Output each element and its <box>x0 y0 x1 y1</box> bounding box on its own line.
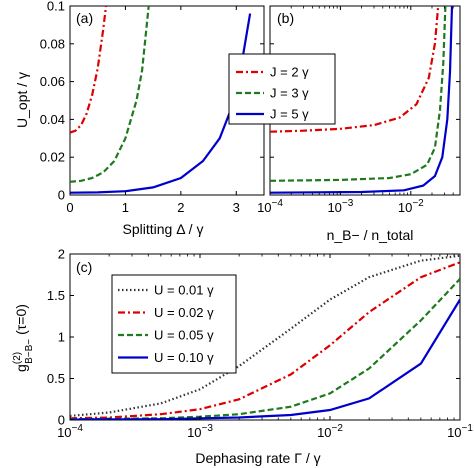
panel-b: 10−4 10−3 10−2 (b) n_B− / n_total <box>257 5 461 243</box>
panel-a-ytick-label: 0.08 <box>40 36 65 51</box>
panel-b-xtick-label: 10−4 <box>257 198 283 215</box>
panel-c: 10−4 10−3 10−2 10−100.511.52 (c) Dephasing … <box>12 247 473 467</box>
panel-a-xtick-label: 3 <box>233 200 240 215</box>
svg-text:g(2)B−B−(τ=0): g(2)B−B− (τ=0) <box>12 304 35 372</box>
legend-top: J = 2 γ J = 3 γ J = 5 γ <box>228 53 336 125</box>
panel-a: 0 1 2 3 0 0.02 0.04 0.06 0.08 0.1 (a) Splitting Δ… <box>14 0 265 237</box>
panel-c-ylabel-main: g <box>13 364 29 372</box>
panel-b-series-2-line <box>270 6 454 194</box>
panel-c-xtick-label: 10−2 <box>317 423 343 440</box>
panel-c-ylabel-sub: B−B− <box>24 339 35 364</box>
panel-b-label: (b) <box>277 10 294 26</box>
legend-top-box <box>228 53 336 125</box>
panel-b-xtick-label: 10−3 <box>327 198 353 215</box>
legend-bottom-items: U = 0.01 γ U = 0.02 γ U = 0.05 γ U = 0.10 γ <box>118 283 214 365</box>
panel-c-ytick-label: 1 <box>58 330 65 345</box>
panel-c-ytick-label: 2 <box>58 247 65 262</box>
panel-c-ticks: 10−4 10−3 10−2 10−100.511.52 <box>47 247 473 441</box>
panel-a-ytick-label: 0.04 <box>40 112 65 127</box>
panel-c-ytick-label: 1.5 <box>47 288 65 303</box>
legend-entry: J = 3 γ <box>270 86 309 101</box>
legend-entry: J = 5 γ <box>270 107 309 122</box>
panel-a-ytick-label: 0.06 <box>40 74 65 89</box>
panel-b-xtick-label: 10−2 <box>398 198 424 215</box>
panel-b-series-0-line <box>270 6 440 133</box>
panel-a-ytick-label: 0 <box>58 188 65 203</box>
panel-b-series-1-line <box>270 6 447 182</box>
panel-a-xtick-label: 2 <box>177 200 184 215</box>
panel-a-series-1-line <box>70 6 150 183</box>
panel-b-series <box>270 6 454 194</box>
panel-a-xtick-label: 1 <box>122 200 129 215</box>
panel-c-ytick-label: 0 <box>58 413 65 428</box>
panel-c-ylabel: g(2)B−B− (τ=0) <box>12 304 35 372</box>
panel-a-xtick-label: 0 <box>66 200 73 215</box>
panel-a-series-2-line <box>70 13 252 194</box>
panel-c-ylabel-sup: (2) <box>12 352 23 364</box>
legend-entry: U = 0.01 γ <box>154 283 214 298</box>
legend-entry: U = 0.02 γ <box>154 305 214 320</box>
panel-a-label: (a) <box>76 10 93 26</box>
legend-top-items: J = 2 γ J = 3 γ J = 5 γ <box>236 65 309 122</box>
panel-c-ytick-label: 0.5 <box>47 371 65 386</box>
panel-a-series-0-line <box>70 6 108 134</box>
legend-entry: U = 0.05 γ <box>154 328 214 343</box>
panel-c-xtick-label: 10−3 <box>187 423 213 440</box>
panel-a-xlabel: Splitting Δ / γ <box>123 221 204 237</box>
panel-c-label: (c) <box>76 259 92 275</box>
panel-c-series-1-line <box>70 261 460 420</box>
panel-a-ylabel: U_opt / γ <box>14 72 30 128</box>
panel-c-xlabel: Dephasing rate Γ / γ <box>195 450 320 466</box>
panel-c-series-3-line <box>70 299 460 420</box>
panel-c-series <box>70 254 460 420</box>
panel-a-ytick-label: 0.02 <box>40 150 65 165</box>
legend-entry: U = 0.10 γ <box>154 350 214 365</box>
legend-bottom: U = 0.01 γ U = 0.02 γ U = 0.05 γ U = 0.10 γ <box>111 274 237 374</box>
panel-b-xlabel: n_B− / n_total <box>327 227 414 243</box>
panel-c-xtick-label: 10−1 <box>447 423 473 440</box>
panel-a-ytick-label: 0.1 <box>47 0 65 14</box>
panel-a-series <box>70 6 252 194</box>
legend-entry: J = 2 γ <box>270 65 309 80</box>
panel-c-ylabel-tail: (τ=0) <box>13 304 29 335</box>
